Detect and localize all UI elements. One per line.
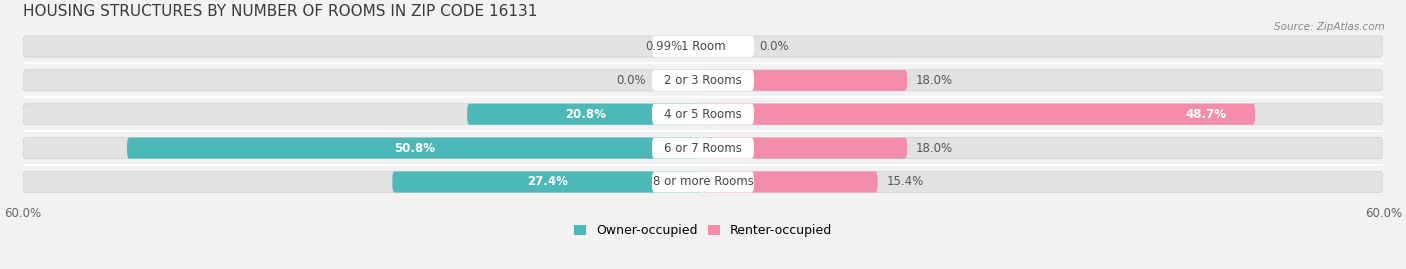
FancyBboxPatch shape <box>652 36 754 57</box>
Text: 1 Room: 1 Room <box>681 40 725 53</box>
FancyBboxPatch shape <box>703 104 1256 125</box>
FancyBboxPatch shape <box>22 138 1384 159</box>
Text: 18.0%: 18.0% <box>917 141 953 155</box>
Text: 18.0%: 18.0% <box>917 74 953 87</box>
Text: 8 or more Rooms: 8 or more Rooms <box>652 175 754 189</box>
Text: HOUSING STRUCTURES BY NUMBER OF ROOMS IN ZIP CODE 16131: HOUSING STRUCTURES BY NUMBER OF ROOMS IN… <box>22 4 537 19</box>
Text: 4 or 5 Rooms: 4 or 5 Rooms <box>664 108 742 121</box>
Text: 15.4%: 15.4% <box>887 175 924 189</box>
Text: 0.99%: 0.99% <box>645 40 683 53</box>
FancyBboxPatch shape <box>22 36 1384 57</box>
FancyBboxPatch shape <box>652 171 754 193</box>
FancyBboxPatch shape <box>127 138 703 159</box>
Text: 50.8%: 50.8% <box>395 141 436 155</box>
Text: 27.4%: 27.4% <box>527 175 568 189</box>
FancyBboxPatch shape <box>22 70 1384 91</box>
Text: Source: ZipAtlas.com: Source: ZipAtlas.com <box>1274 22 1385 31</box>
Text: 0.0%: 0.0% <box>617 74 647 87</box>
FancyBboxPatch shape <box>652 138 754 159</box>
FancyBboxPatch shape <box>703 70 907 91</box>
FancyBboxPatch shape <box>467 104 703 125</box>
Legend: Owner-occupied, Renter-occupied: Owner-occupied, Renter-occupied <box>574 224 832 237</box>
FancyBboxPatch shape <box>703 138 907 159</box>
FancyBboxPatch shape <box>22 104 1384 125</box>
FancyBboxPatch shape <box>392 171 703 193</box>
Text: 48.7%: 48.7% <box>1185 108 1227 121</box>
FancyBboxPatch shape <box>652 104 754 125</box>
Text: 2 or 3 Rooms: 2 or 3 Rooms <box>664 74 742 87</box>
FancyBboxPatch shape <box>22 171 1384 193</box>
FancyBboxPatch shape <box>703 171 877 193</box>
Text: 0.0%: 0.0% <box>759 40 789 53</box>
Text: 20.8%: 20.8% <box>565 108 606 121</box>
FancyBboxPatch shape <box>692 36 703 57</box>
Text: 6 or 7 Rooms: 6 or 7 Rooms <box>664 141 742 155</box>
FancyBboxPatch shape <box>652 70 754 91</box>
